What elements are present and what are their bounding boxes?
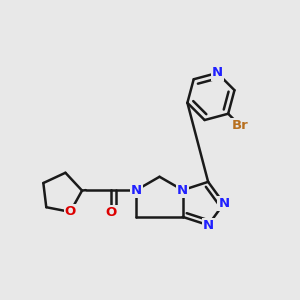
Text: N: N: [131, 184, 142, 196]
Text: O: O: [106, 206, 117, 219]
Text: N: N: [177, 184, 188, 196]
Text: O: O: [64, 206, 76, 218]
Text: N: N: [212, 67, 223, 80]
Text: N: N: [202, 219, 214, 232]
Text: Br: Br: [231, 119, 248, 132]
Text: N: N: [218, 197, 230, 210]
